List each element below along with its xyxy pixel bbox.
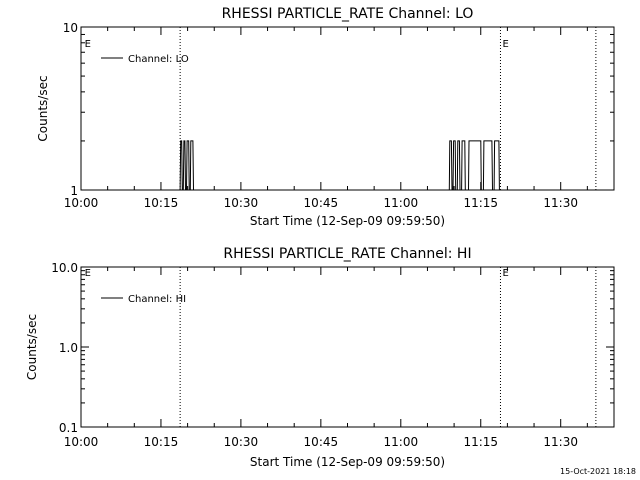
y-tick-label: 1 (70, 184, 78, 198)
plot-frame (80, 26, 615, 191)
footer-timestamp: 15-Oct-2021 18:18 (560, 467, 636, 476)
x-tick-label: 11:00 (384, 435, 419, 449)
event-marker-label: E (502, 268, 508, 279)
x-tick-label: 10:45 (304, 196, 339, 210)
x-tick-label: 10:00 (64, 196, 99, 210)
data-series-line (179, 140, 503, 191)
y-axis-label: Counts/sec (36, 75, 50, 141)
x-axis-label: Start Time (12-Sep-09 09:59:50) (250, 214, 445, 228)
event-marker-label: E (85, 39, 91, 50)
plot-frame (80, 266, 615, 428)
x-tick-label: 10:00 (64, 435, 99, 449)
x-tick-label: 10:15 (144, 435, 179, 449)
chart-title: RHESSI PARTICLE_RATE Channel: HI (223, 246, 471, 262)
panel-lo-channel: RHESSI PARTICLE_RATE Channel: LO Counts/s… (36, 6, 615, 228)
x-tick-label: 10:15 (144, 196, 179, 210)
x-axis-label: Start Time (12-Sep-09 09:59:50) (250, 455, 445, 469)
x-tick-label: 11:15 (463, 196, 498, 210)
y-tick-label: 10.0 (51, 261, 78, 275)
y-tick-label: 1.0 (59, 341, 78, 355)
event-marker-label: E (85, 268, 91, 279)
x-tick-label: 11:00 (384, 196, 419, 210)
x-tick-label: 10:45 (304, 435, 339, 449)
legend-label: Channel: LO (128, 54, 189, 65)
x-tick-label: 10:30 (224, 196, 259, 210)
y-tick-label: 10 (63, 21, 78, 35)
event-marker-label: E (502, 39, 508, 50)
y-tick-label: 0.1 (59, 421, 78, 435)
x-tick-label: 11:30 (543, 196, 578, 210)
chart-title: RHESSI PARTICLE_RATE Channel: LO (222, 6, 474, 22)
legend-label: Channel: HI (128, 294, 186, 305)
x-tick-label: 11:15 (463, 435, 498, 449)
panel-hi-channel: RHESSI PARTICLE_RATE Channel: HI Counts/s… (25, 246, 615, 469)
x-tick-label: 10:30 (224, 435, 259, 449)
x-tick-label: 11:30 (543, 435, 578, 449)
y-axis-label: Counts/sec (25, 314, 39, 380)
